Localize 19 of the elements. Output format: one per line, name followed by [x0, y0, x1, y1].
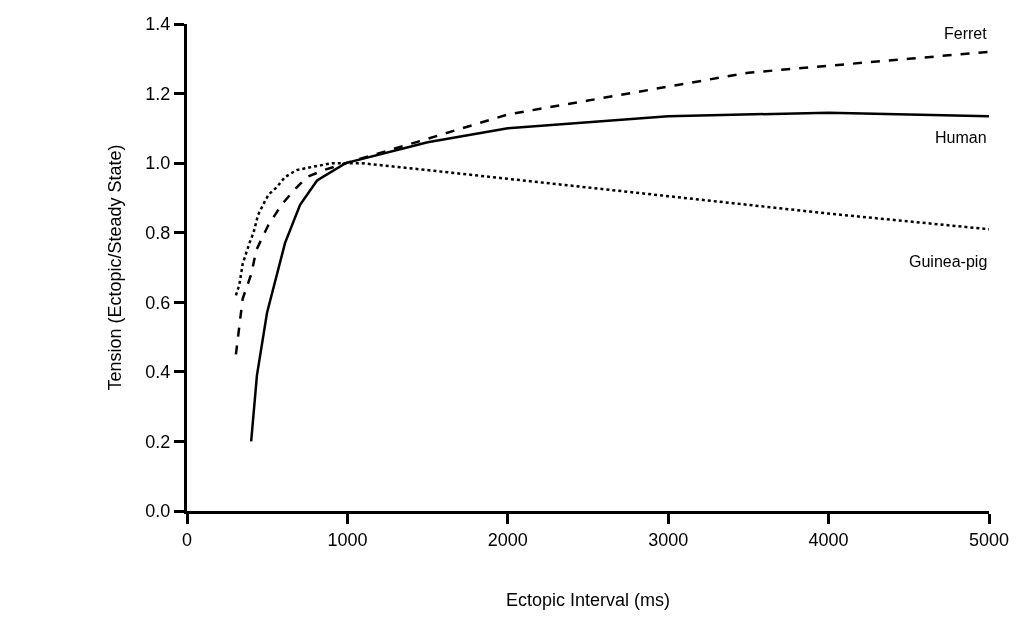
series-label: Human	[935, 129, 987, 146]
x-tick-label: 5000	[968, 529, 1010, 550]
y-tick-label: 1.0	[145, 153, 171, 174]
y-tick-label: 0.6	[145, 292, 171, 313]
x-tick-label: 0	[181, 529, 193, 550]
x-tick-label: 4000	[808, 529, 849, 550]
x-tick-label: 2000	[487, 529, 528, 550]
y-axis-title: Tension (Ectopic/Steady State)	[104, 144, 125, 391]
x-axis-title: Ectopic Interval (ms)	[505, 589, 671, 610]
series-label: Guinea-pig	[909, 253, 988, 270]
x-tick-label: 3000	[648, 529, 689, 550]
y-tick-label: 0.8	[145, 223, 171, 244]
y-tick-label: 1.2	[145, 83, 171, 104]
y-tick-label: 1.4	[145, 14, 171, 35]
y-tick-label: 0.4	[145, 362, 171, 383]
x-tick-label: 1000	[327, 529, 368, 550]
y-tick-label: 0.0	[145, 501, 171, 522]
y-tick-label: 0.2	[145, 431, 171, 452]
series-label: Ferret	[944, 25, 988, 42]
